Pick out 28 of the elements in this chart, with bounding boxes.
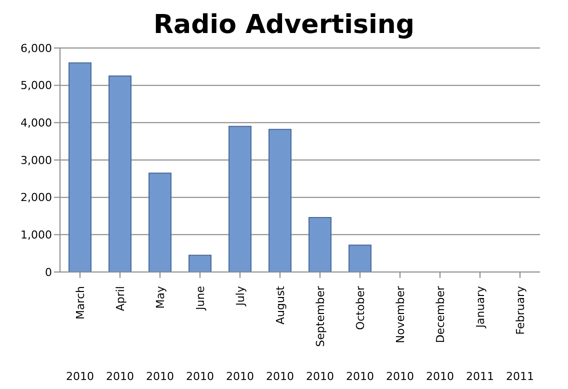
- category-label: June 2010: [186, 286, 214, 383]
- y-tick-label: 6,000: [20, 42, 52, 55]
- category-label: February 2011: [506, 286, 534, 383]
- y-tick-label: 1,000: [20, 228, 52, 242]
- bar: [68, 62, 92, 272]
- category-label: August 2010: [266, 286, 294, 383]
- category-label: January 2011: [466, 286, 494, 383]
- category-label: April 2010: [106, 286, 134, 383]
- bar: [188, 254, 212, 272]
- bar: [108, 76, 132, 272]
- category-label: March 2010: [66, 286, 94, 383]
- y-tick-label: 5,000: [20, 79, 52, 92]
- category-label: May 2010: [146, 286, 174, 383]
- y-tick-label: 2,000: [20, 191, 52, 204]
- bar: [148, 172, 172, 272]
- bar: [348, 244, 372, 272]
- bar: [308, 216, 332, 272]
- bar: [228, 126, 252, 272]
- y-tick-label: 0: [45, 266, 52, 279]
- category-label: September 2010: [306, 286, 334, 383]
- category-label: December 2010: [426, 286, 454, 383]
- category-label: October 2010: [346, 286, 374, 383]
- category-label: July 2010: [226, 286, 254, 383]
- category-label: November 2010: [386, 286, 414, 383]
- chart-title: Radio Advertising: [152, 9, 416, 42]
- y-tick-label: 4,000: [20, 116, 52, 130]
- bar: [268, 128, 292, 272]
- y-tick-label: 3,000: [20, 154, 52, 167]
